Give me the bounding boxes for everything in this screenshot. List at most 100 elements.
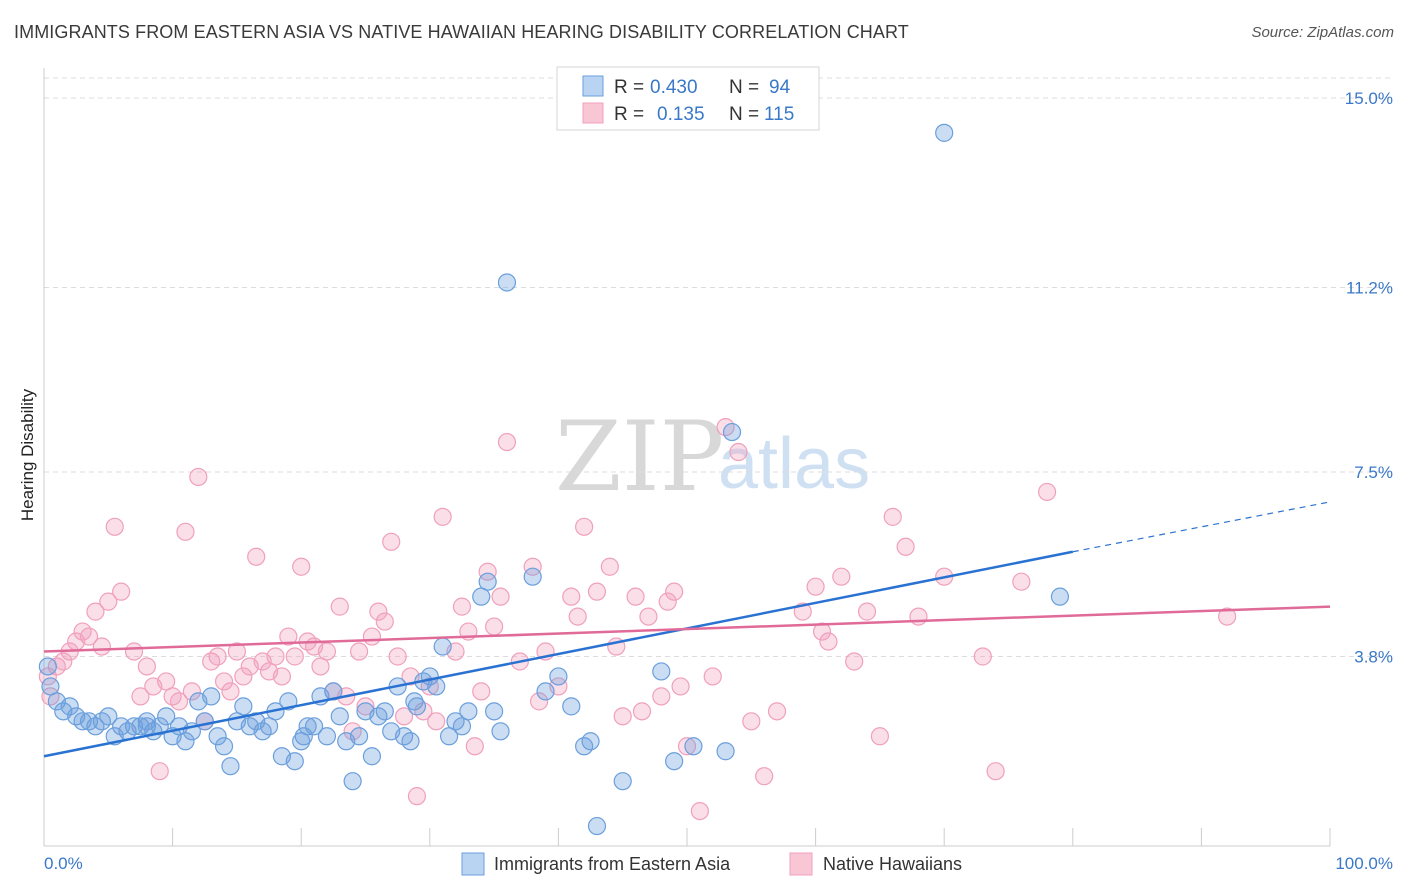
data-point <box>452 597 472 616</box>
legend-r-value-1: 0.430 <box>650 77 698 98</box>
data-point <box>317 642 337 661</box>
data-point <box>562 587 581 606</box>
data-point <box>497 273 517 292</box>
data-point <box>755 767 774 786</box>
bottom-legend-label-blue: Immigrants from Eastern Asia <box>494 854 731 874</box>
data-point <box>613 772 632 791</box>
data-point <box>292 557 311 576</box>
data-point <box>330 707 349 726</box>
data-point <box>613 707 632 726</box>
data-point <box>169 692 189 711</box>
data-point <box>221 682 240 701</box>
data-point <box>716 742 735 761</box>
data-point <box>311 657 330 676</box>
bottom-legend: Immigrants from Eastern Asia Native Hawa… <box>461 852 962 876</box>
y-tick-labels: 3.8% 7.5% 11.2% 15.0% <box>1345 89 1393 667</box>
data-point <box>227 642 246 661</box>
data-point <box>79 627 99 646</box>
data-point <box>401 732 420 751</box>
data-point <box>626 587 645 606</box>
data-point <box>632 702 652 721</box>
data-point <box>131 687 150 706</box>
data-point <box>652 662 671 681</box>
data-point <box>343 772 362 791</box>
data-point <box>575 517 594 536</box>
data-point <box>832 567 851 586</box>
data-point <box>407 697 427 716</box>
data-point <box>150 762 169 781</box>
data-point <box>60 697 79 716</box>
data-point <box>909 607 928 626</box>
trend-line-blue-extension <box>1072 501 1331 553</box>
data-point <box>973 647 992 666</box>
data-point <box>587 816 607 836</box>
data-point <box>665 752 684 771</box>
data-point <box>729 442 748 462</box>
bottom-legend-swatch-pink <box>789 852 813 876</box>
data-point <box>665 582 684 601</box>
trend-lines <box>43 501 1331 758</box>
data-point <box>896 537 915 556</box>
watermark-zip: ZIP <box>555 401 724 513</box>
x-tick-label-max: 100.0% <box>1335 854 1393 873</box>
data-point <box>189 467 208 487</box>
data-point <box>112 582 131 601</box>
data-point <box>382 532 401 551</box>
data-point <box>349 727 369 746</box>
series-native-hawaiians <box>38 417 1237 821</box>
data-point <box>388 647 407 666</box>
data-point <box>459 702 478 721</box>
data-point <box>1218 607 1237 626</box>
data-point <box>523 557 542 576</box>
data-point <box>658 592 677 611</box>
data-point <box>292 732 311 751</box>
data-point <box>234 667 253 686</box>
data-point <box>639 607 658 626</box>
data-point <box>491 722 510 741</box>
data-point <box>285 752 304 771</box>
data-point <box>652 687 671 706</box>
legend-r-label-2: R = <box>614 104 644 125</box>
y-tick-label: 3.8% <box>1354 647 1393 666</box>
data-point <box>259 717 279 736</box>
data-point <box>176 732 195 751</box>
legend-n-value-2: 115 <box>764 104 794 125</box>
data-point <box>105 517 124 536</box>
data-point <box>369 602 388 621</box>
legend-swatch-blue <box>582 75 604 97</box>
source-label: Source: ZipAtlas.com <box>1251 24 1394 41</box>
data-point <box>857 602 877 621</box>
y-tick-label: 7.5% <box>1354 463 1393 482</box>
y-axis-title: Hearing Disability <box>18 388 37 521</box>
data-point <box>562 697 581 716</box>
data-point <box>272 667 292 686</box>
series-immigrants-eastern-asia <box>38 123 1070 836</box>
data-point <box>767 702 787 721</box>
data-point <box>195 712 214 731</box>
data-point <box>523 567 542 586</box>
data-point <box>285 647 304 666</box>
x-tick-label-min: 0.0% <box>44 854 83 873</box>
data-point <box>703 667 722 686</box>
data-point <box>150 717 169 736</box>
data-point <box>349 642 369 661</box>
data-point <box>690 801 709 821</box>
data-point <box>1012 572 1031 591</box>
data-point <box>157 672 176 691</box>
legend-n-value-1: 94 <box>769 77 791 98</box>
bottom-legend-label-pink: Native Hawaiians <box>823 854 962 874</box>
data-point <box>671 677 690 696</box>
data-point <box>883 507 902 526</box>
data-point <box>99 592 118 611</box>
data-point <box>845 652 864 671</box>
data-point <box>986 762 1005 781</box>
data-point <box>405 692 424 711</box>
data-point <box>362 627 382 646</box>
data-point <box>536 682 555 701</box>
data-point <box>485 702 504 721</box>
data-point <box>433 507 452 526</box>
data-point <box>870 727 890 746</box>
legend-r-label-1: R = <box>614 77 644 98</box>
legend-n-label-2: N = <box>729 104 759 125</box>
